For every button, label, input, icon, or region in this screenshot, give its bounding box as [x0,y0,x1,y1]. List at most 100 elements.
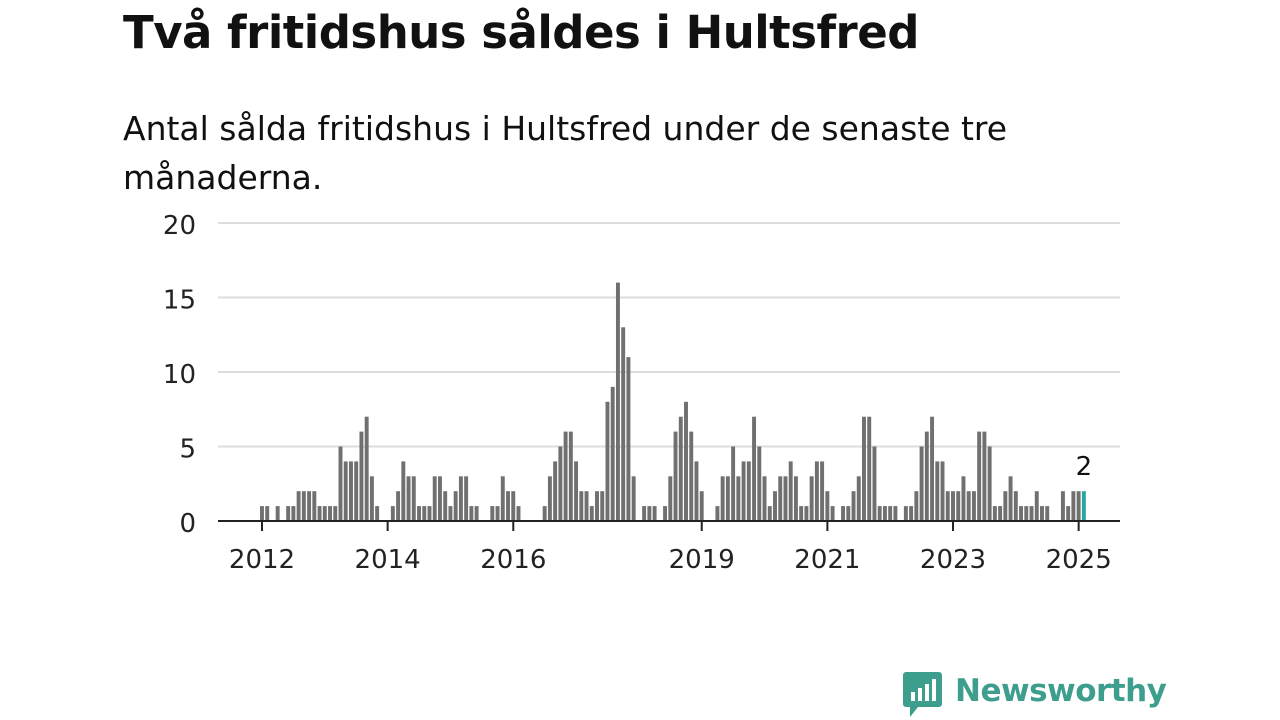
bar [799,506,804,521]
bar [312,491,317,521]
bar [453,491,458,521]
bar [841,506,846,521]
bar [877,506,882,521]
x-tick-label: 2014 [355,545,421,575]
bar [736,476,741,521]
bar [500,476,505,521]
bar [746,461,751,521]
bar [322,506,327,521]
bar [930,416,935,521]
bar-chart: 0 5 10 15 20 2012 2014 2016 2019 2021 2023 2025 2 [163,211,1120,575]
bar [757,446,762,521]
bar [568,431,573,521]
bar [783,476,788,521]
bar [595,491,599,521]
bar [846,506,851,521]
bar [914,491,919,521]
bar [307,491,312,521]
bar [971,491,976,521]
bar [1066,506,1071,521]
bar [862,416,866,521]
bar [610,386,615,521]
bar [820,461,825,521]
bar [940,461,945,521]
bar [621,327,626,521]
bar [992,506,997,521]
bar [296,491,301,521]
bar [448,506,453,521]
bar [1029,506,1034,521]
bar [547,476,552,521]
bar [469,506,474,521]
bar [464,476,469,521]
x-tick-label: 2012 [229,545,295,575]
x-tick-label: 2023 [920,545,986,575]
y-tick-label: 20 [163,211,196,241]
bar [951,491,955,521]
bar [741,461,746,521]
bar [553,461,558,521]
bar [338,446,343,521]
bar [1003,491,1008,521]
bar [390,506,395,521]
bar [977,431,982,521]
bar [369,476,374,521]
bar [411,476,416,521]
x-tick-label: 2016 [480,545,546,575]
bar [589,506,594,521]
bar [1040,506,1044,521]
bar [752,416,757,521]
bar [673,431,678,521]
bar [558,446,563,521]
bar [715,506,720,521]
bar [652,506,657,521]
bar [260,506,264,521]
bar [966,491,971,521]
bar [663,506,668,521]
bar [888,506,893,521]
x-tick-label: 2025 [1046,545,1112,575]
bar [458,476,463,521]
bar [678,416,683,521]
bar [882,506,887,521]
bar [359,431,364,521]
bar [495,506,500,521]
y-axis-ticks: 0 5 10 15 20 [163,211,196,539]
bar [328,506,332,521]
bar [909,506,914,521]
bar [600,491,605,521]
bar [1013,491,1018,521]
y-tick-label: 5 [179,435,196,465]
bar [945,491,950,521]
bar [804,506,809,521]
bar [694,461,699,521]
bar [579,491,584,521]
bar [668,476,673,521]
bar [343,461,348,521]
bar [788,461,793,521]
bar [778,476,783,521]
bar [301,491,306,521]
bar [725,476,730,521]
bar [1045,506,1050,521]
bar [516,506,521,521]
bar [809,476,814,521]
bars [260,282,1086,521]
bar [490,506,495,521]
bar [511,491,516,521]
bar [286,506,291,521]
x-tick-label: 2019 [669,545,735,575]
bar [584,491,589,521]
bar [762,476,767,521]
bar [903,506,908,521]
bar [767,506,772,521]
chart-subtitle: Antal sålda fritidshus i Hultsfred under… [123,109,1008,197]
bar [317,506,322,521]
bar [265,506,270,521]
bar [615,282,620,521]
bar [333,506,338,521]
bar [982,431,987,521]
bar [542,506,547,521]
bar [1034,491,1039,521]
bar [563,431,568,521]
